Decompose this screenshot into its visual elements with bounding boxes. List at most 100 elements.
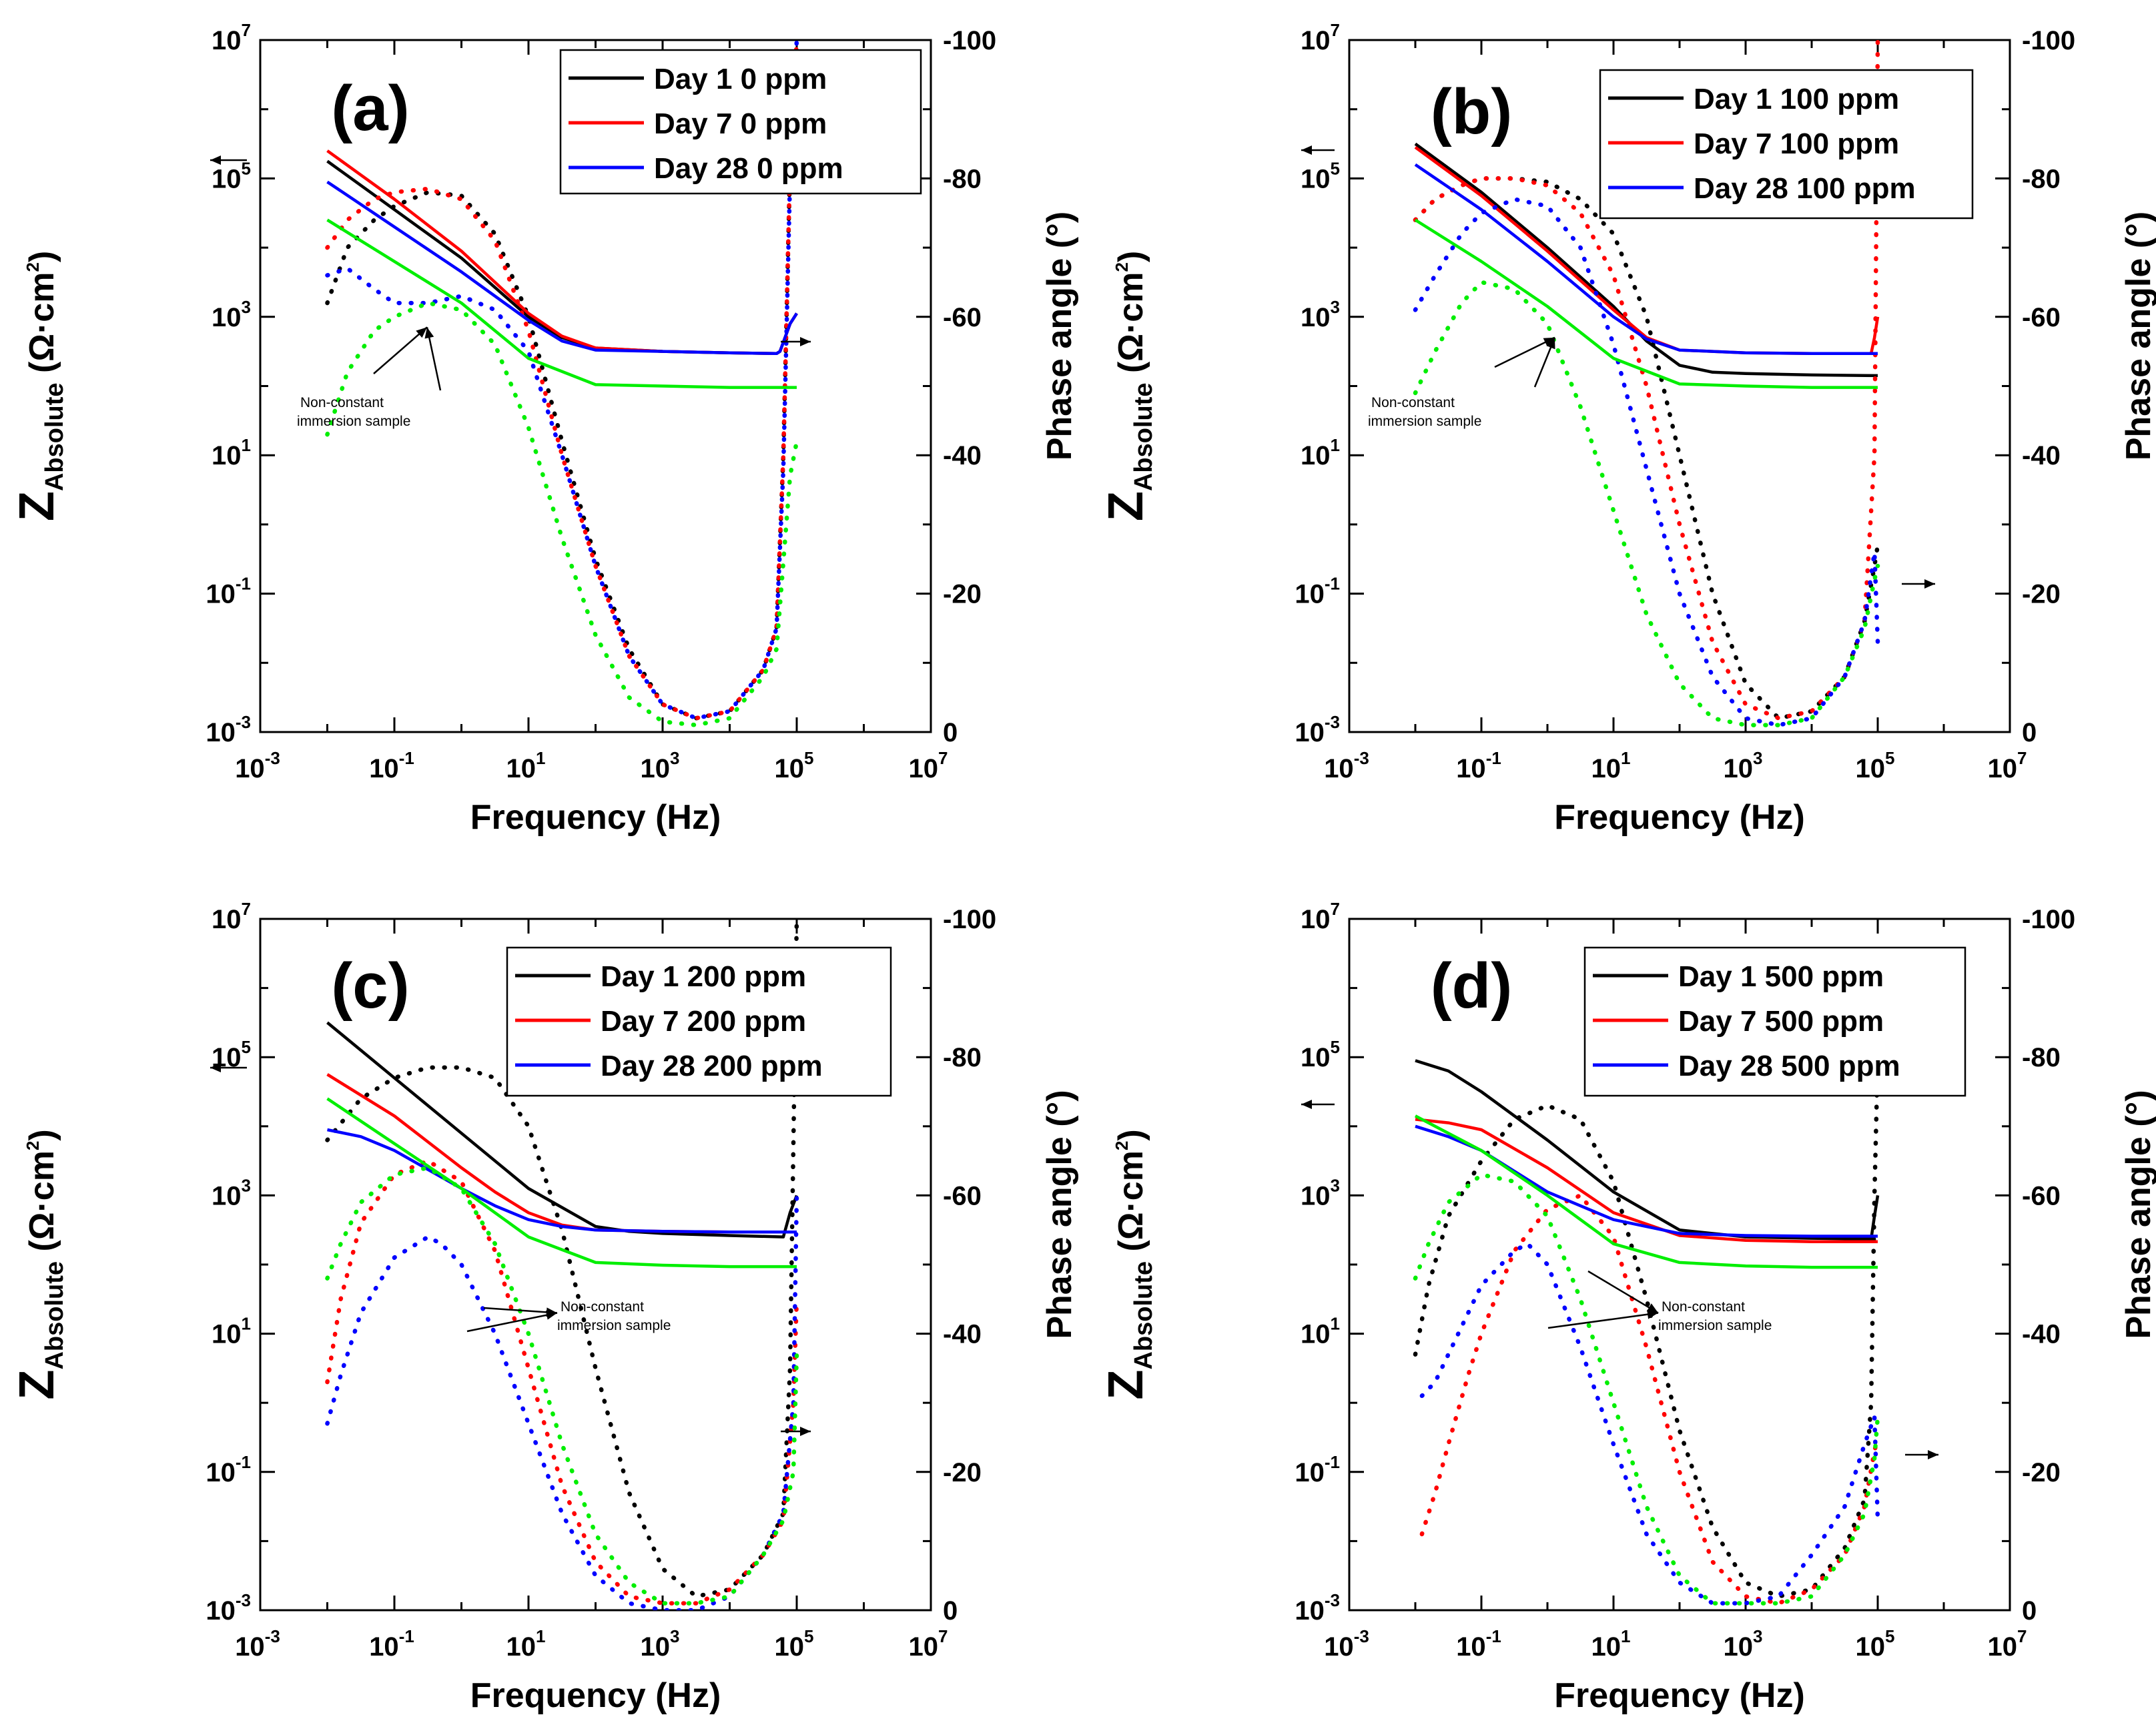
y-axis-title: ZAbsolute (Ω·cm2) <box>9 251 69 522</box>
annotation-arrow <box>373 326 428 374</box>
annotation-text: immersion sample <box>297 414 410 429</box>
impedance-line-1 <box>1415 1118 1878 1244</box>
y-tick-label: 101 <box>1301 1314 1340 1349</box>
annotation-arrowhead <box>1646 1303 1658 1313</box>
y2-axis-title: Phase angle (°) <box>2119 212 2156 460</box>
annotation-text: Non-constant <box>300 395 384 410</box>
impedance-line-0 <box>1415 1059 1880 1241</box>
y2-tick-label: -40 <box>943 1320 982 1349</box>
annotation-arrow <box>1587 1270 1659 1314</box>
phase-dotted-line-3 <box>325 300 799 727</box>
y-tick-label: 107 <box>212 899 251 934</box>
x-tick-label: 10-3 <box>235 748 280 783</box>
impedance-line-2 <box>326 180 798 356</box>
legend-entry: Day 28 500 ppm <box>1678 1050 1900 1082</box>
panel-label: (a) <box>331 73 409 144</box>
phase-dotted-line-3 <box>325 1165 799 1606</box>
data-layer <box>1413 1054 1880 1606</box>
y2-tick-label: -20 <box>943 1458 982 1487</box>
annotation-text: Non-constant <box>1371 395 1455 410</box>
x-tick-label: 101 <box>1591 1626 1631 1662</box>
y2-tick-label: -80 <box>2022 1043 2061 1072</box>
x-tick-label: 107 <box>909 748 948 783</box>
phase-dotted-line-1 <box>1419 1192 1880 1606</box>
x-tick-label: 103 <box>1724 1626 1763 1662</box>
y-tick-label: 10-1 <box>206 1452 251 1487</box>
annotation-arrow <box>483 1307 558 1314</box>
phase-dotted-line-2 <box>1419 1241 1880 1606</box>
y2-axis-title: Phase angle (°) <box>2119 1090 2156 1339</box>
x-tick-label: 107 <box>1988 748 2027 783</box>
x-axis-title: Frequency (Hz) <box>1554 1676 1805 1715</box>
legend-entry: Day 1 200 ppm <box>601 960 806 993</box>
phase-dotted-line-2 <box>1413 197 1880 727</box>
impedance-line-2 <box>1414 163 1878 356</box>
y-tick-label: 105 <box>212 158 251 194</box>
panel-a: 10-3 10-1 101 103 105 107 10-3 10-1 101 103 105 107… <box>9 20 1079 837</box>
y-tick-label: 10-1 <box>206 574 251 609</box>
annotation-text: Non-constant <box>561 1299 644 1315</box>
y2-tick-label: -60 <box>2022 303 2061 332</box>
y-tick-label: 103 <box>212 1175 251 1210</box>
y-tick-label: 103 <box>212 297 251 332</box>
legend-entry: Day 7 100 ppm <box>1694 127 1899 160</box>
y2-tick-label: -100 <box>2022 26 2075 55</box>
annotation-text: immersion sample <box>1368 414 1481 429</box>
annotation-arrowhead <box>424 327 434 339</box>
annotation-arrow <box>1547 1312 1659 1329</box>
impedance-line-0 <box>1414 142 1878 378</box>
y2-tick-label: -20 <box>943 580 982 609</box>
x-axis-title: Frequency (Hz) <box>470 798 721 837</box>
y-axis-title: ZAbsolute (Ω·cm2) <box>9 1129 69 1400</box>
y2-tick-label: -100 <box>2022 905 2075 934</box>
panel-d: 10-3 10-1 101 103 105 107 10-3 10-1 101 103 105 107… <box>1098 899 2156 1715</box>
indicator-arrowhead <box>210 1063 221 1072</box>
panel-label: (d) <box>1431 950 1513 1022</box>
y-tick-label: 105 <box>1301 158 1340 194</box>
phase-dotted-line-3 <box>1413 1172 1880 1606</box>
y-tick-label: 10-3 <box>1295 712 1340 747</box>
indicator-arrowhead <box>800 337 811 346</box>
legend-entry: Day 7 200 ppm <box>601 1005 806 1038</box>
phase-dotted-line-1 <box>325 1158 799 1606</box>
data-layer <box>325 40 799 727</box>
legend: Day 1 100 ppm Day 7 100 ppm Day 28 100 ppm <box>1599 69 1974 220</box>
indicator-arrowhead <box>800 1427 811 1436</box>
y2-tick-label: 0 <box>2022 1596 2037 1626</box>
annotation-arrowhead <box>1543 337 1555 347</box>
panel-label: (c) <box>331 950 409 1022</box>
x-tick-label: 107 <box>909 1626 948 1662</box>
indicator-arrowhead <box>1301 145 1312 155</box>
y2-tick-label: -80 <box>943 1043 982 1072</box>
annotation-text: immersion sample <box>557 1318 671 1333</box>
y2-tick-label: -60 <box>2022 1181 2061 1210</box>
y2-tick-label: -80 <box>943 164 982 194</box>
impedance-line-3 <box>326 218 797 389</box>
indicator-arrowhead <box>1928 1450 1938 1459</box>
x-tick-label: 103 <box>1724 748 1763 783</box>
phase-dotted-line-0 <box>1413 1054 1880 1599</box>
impedance-line-2 <box>1415 1124 1878 1238</box>
y2-tick-label: -20 <box>2022 580 2061 609</box>
y2-tick-label: 0 <box>943 718 958 747</box>
indicator-arrowhead <box>1924 579 1935 589</box>
x-tick-label: 10-3 <box>1324 748 1369 783</box>
y2-tick-label: -100 <box>943 905 996 934</box>
y-tick-label: 10-3 <box>1295 1590 1340 1626</box>
x-tick-label: 101 <box>506 748 546 783</box>
annotation-arrowhead <box>1546 337 1555 350</box>
y-tick-label: 105 <box>1301 1037 1340 1072</box>
panel-b: 10-3 10-1 101 103 105 107 10-3 10-1 101 103 105 107… <box>1098 20 2156 837</box>
y2-tick-label: -40 <box>2022 1320 2061 1349</box>
legend: Day 1 200 ppm Day 7 200 ppm Day 28 200 ppm <box>506 946 892 1097</box>
x-tick-label: 10-3 <box>1324 1626 1369 1662</box>
y2-tick-label: -80 <box>2022 164 2061 194</box>
indicator-arrowhead <box>210 155 221 165</box>
x-tick-label: 101 <box>506 1626 546 1662</box>
indicator-arrowhead <box>1301 1100 1312 1109</box>
y-tick-label: 10-3 <box>206 1590 251 1626</box>
x-tick-label: 103 <box>641 748 680 783</box>
legend-entry: Day 1 0 ppm <box>654 63 827 95</box>
x-tick-label: 105 <box>775 748 814 783</box>
x-tick-label: 10-3 <box>235 1626 280 1662</box>
